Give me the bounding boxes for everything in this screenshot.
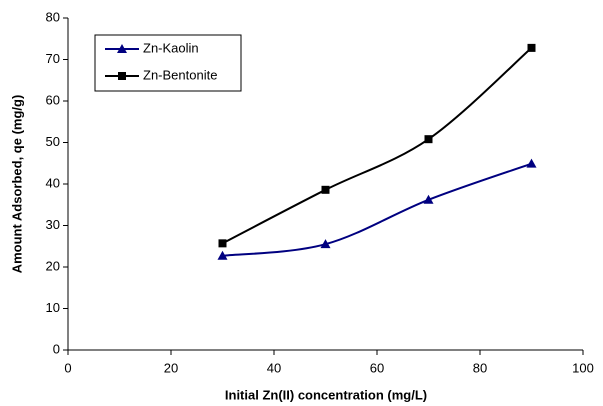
marker-square: [321, 185, 330, 194]
marker-square: [527, 43, 536, 52]
marker-triangle: [217, 250, 228, 260]
series-line: [222, 47, 533, 245]
series-line: [222, 162, 532, 257]
x-tick-label: 80: [473, 360, 487, 375]
x-axis-title: Initial Zn(II) concentration (mg/L): [225, 387, 427, 402]
x-tick-label: 0: [64, 360, 71, 375]
y-tick-label: 50: [46, 134, 60, 149]
marker-triangle: [320, 239, 331, 249]
legend-label: Zn-Kaolin: [143, 40, 199, 55]
y-axis-title: Amount Adsorbed, qe (mg/g): [9, 95, 24, 274]
y-tick-label: 80: [46, 9, 60, 24]
y-tick-label: 10: [46, 300, 60, 315]
x-tick-label: 40: [267, 360, 281, 375]
x-tick-label: 20: [164, 360, 178, 375]
y-tick-label: 20: [46, 258, 60, 273]
legend-box: [94, 34, 242, 92]
marker-square: [424, 135, 433, 144]
y-tick-label: 0: [53, 341, 60, 356]
y-tick-label: 30: [46, 217, 60, 232]
marker-triangle: [117, 44, 127, 53]
marker-square: [218, 239, 227, 248]
y-tick-label: 70: [46, 51, 60, 66]
x-tick-label: 60: [370, 360, 384, 375]
marker-triangle: [526, 158, 537, 168]
y-tick-label: 60: [46, 92, 60, 107]
legend-label: Zn-Bentonite: [143, 67, 217, 82]
y-tick-label: 40: [46, 175, 60, 190]
marker-triangle: [423, 194, 434, 204]
marker-square: [118, 72, 126, 80]
x-tick-label: 100: [572, 360, 594, 375]
